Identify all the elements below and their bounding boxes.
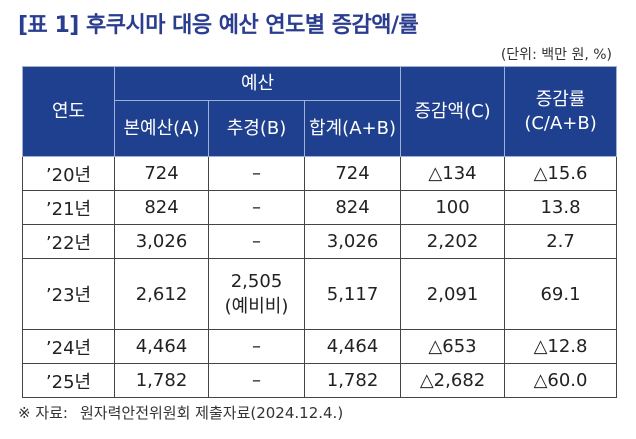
header-rate: 증감률(C/A+B)	[504, 66, 618, 157]
header-main-budget: 본예산(A)	[114, 100, 209, 157]
cell-main: 824	[114, 190, 209, 225]
cell-diff: 100	[400, 190, 506, 225]
cell-rate: 13.8	[504, 190, 618, 225]
cell-diff: △134	[400, 156, 506, 191]
cell-year: ’25년	[22, 363, 115, 398]
budget-table: 연도 예산 증감액(C) 증감률(C/A+B) 본예산(A) 추경(B) 합계(…	[22, 66, 618, 398]
header-year: 연도	[22, 66, 115, 157]
table-row: ’21년 824 – 824 100 13.8	[22, 190, 618, 225]
header-budget: 예산	[113, 66, 402, 101]
header-diff: 증감액(C)	[400, 66, 506, 157]
cell-year: ’20년	[22, 156, 115, 191]
header-total: 합계(A+B)	[303, 100, 402, 157]
cell-rate: △15.6	[504, 156, 618, 191]
cell-main: 1,782	[114, 363, 209, 398]
cell-supp: –	[208, 190, 305, 225]
cell-total: 824	[303, 190, 402, 225]
cell-diff: 2,091	[400, 258, 506, 330]
source-mark: ※ 자료:	[18, 404, 68, 422]
table-row: ’24년 4,464 – 4,464 △653 △12.8	[22, 329, 618, 364]
cell-rate: △12.8	[504, 329, 618, 364]
table-row: ’25년 1,782 – 1,782 △2,682 △60.0	[22, 363, 618, 398]
cell-diff: 2,202	[400, 224, 506, 259]
source-text: 원자력안전위원회 제출자료(2024.12.4.)	[80, 404, 344, 422]
header-supplementary: 추경(B)	[208, 100, 305, 157]
table-title: [표 1] 후쿠시마 대응 예산 연도별 증감액/률	[18, 7, 419, 39]
table-title-text: 후쿠시마 대응 예산 연도별 증감액/률	[86, 13, 419, 38]
table-row: ’20년 724 – 724 △134 △15.6	[22, 156, 618, 191]
cell-main: 4,464	[114, 329, 209, 364]
cell-supp: –	[208, 363, 305, 398]
cell-total: 4,464	[303, 329, 402, 364]
cell-rate: 69.1	[504, 258, 618, 330]
source-note: ※ 자료: 원자력안전위원회 제출자료(2024.12.4.)	[18, 402, 343, 423]
cell-year: ’22년	[22, 224, 115, 259]
cell-main: 3,026	[114, 224, 209, 259]
cell-rate: 2.7	[504, 224, 618, 259]
table-number: [표 1]	[18, 13, 79, 38]
unit-note: (단위: 백만 원, %)	[500, 47, 612, 63]
cell-year: ’21년	[22, 190, 115, 225]
cell-total: 724	[303, 156, 402, 191]
cell-rate: △60.0	[504, 363, 618, 398]
cell-total: 5,117	[303, 258, 402, 330]
cell-supp: –	[208, 156, 305, 191]
cell-year: ’24년	[22, 329, 115, 364]
cell-main: 2,612	[114, 258, 209, 330]
table-row: ’22년 3,026 – 3,026 2,202 2.7	[22, 224, 618, 259]
cell-diff: △2,682	[400, 363, 506, 398]
cell-supp: 2,505 (예비비)	[208, 258, 305, 330]
cell-supp: –	[208, 329, 305, 364]
cell-total: 1,782	[303, 363, 402, 398]
cell-year: ’23년	[22, 258, 115, 330]
table-row: ’23년 2,612 2,505 (예비비) 5,117 2,091 69.1	[22, 258, 618, 330]
cell-diff: △653	[400, 329, 506, 364]
cell-supp: –	[208, 224, 305, 259]
cell-total: 3,026	[303, 224, 402, 259]
cell-main: 724	[114, 156, 209, 191]
